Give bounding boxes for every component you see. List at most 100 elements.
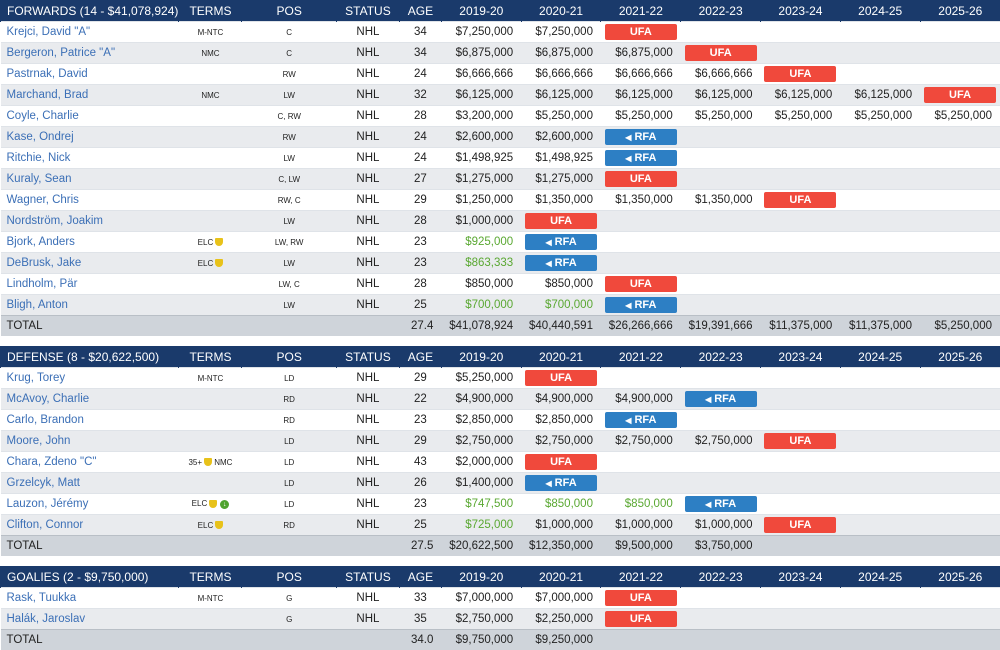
rfa-badge[interactable]: ◀RFA xyxy=(605,297,677,313)
total-salary xyxy=(840,630,920,650)
megaphone-icon: ◀ xyxy=(546,259,552,268)
col-header-year[interactable]: 2020-21 xyxy=(521,0,601,22)
player-name-link[interactable]: Bergeron, Patrice "A" xyxy=(1,43,179,64)
col-header-year[interactable]: 2024-25 xyxy=(840,346,920,368)
ufa-badge[interactable]: UFA xyxy=(605,611,677,627)
salary-cell xyxy=(840,473,920,494)
contract-year-cell: UFA xyxy=(521,452,601,473)
player-name-link[interactable]: Lauzon, Jérémy xyxy=(1,494,179,515)
rfa-badge[interactable]: ◀RFA xyxy=(605,412,677,428)
col-header-age[interactable]: AGE xyxy=(399,566,441,588)
contract-year-cell: ◀RFA xyxy=(601,410,681,431)
ufa-badge[interactable]: UFA xyxy=(605,276,677,292)
salary-cell: $1,000,000 xyxy=(601,515,681,536)
terms-label: 35+ xyxy=(188,458,202,467)
rfa-badge[interactable]: ◀RFA xyxy=(605,150,677,166)
ufa-badge[interactable]: UFA xyxy=(525,454,597,470)
rfa-badge[interactable]: ◀RFA xyxy=(685,391,757,407)
salary-cell xyxy=(920,253,1000,274)
player-name-link[interactable]: Moore, John xyxy=(1,431,179,452)
player-name-link[interactable]: Coyle, Charlie xyxy=(1,106,179,127)
col-header-terms[interactable]: TERMS xyxy=(179,0,242,22)
col-header-year[interactable]: 2022-23 xyxy=(681,566,761,588)
player-name-link[interactable]: DeBrusk, Jake xyxy=(1,253,179,274)
col-header-status[interactable]: STATUS xyxy=(336,346,399,368)
total-salary: $41,078,924 xyxy=(441,316,521,337)
player-name-link[interactable]: Kase, Ondrej xyxy=(1,127,179,148)
col-header-terms[interactable]: TERMS xyxy=(179,346,242,368)
player-name-link[interactable]: Kuraly, Sean xyxy=(1,169,179,190)
position-cell: LW xyxy=(242,148,336,169)
ufa-badge[interactable]: UFA xyxy=(525,213,597,229)
col-header-status[interactable]: STATUS xyxy=(336,566,399,588)
player-name-link[interactable]: Bjork, Anders xyxy=(1,232,179,253)
col-header-year[interactable]: 2020-21 xyxy=(521,346,601,368)
rfa-badge[interactable]: ◀RFA xyxy=(525,475,597,491)
contract-year-cell: UFA xyxy=(601,609,681,630)
col-header-year[interactable]: 2023-24 xyxy=(761,346,841,368)
col-header-age[interactable]: AGE xyxy=(399,346,441,368)
ufa-badge[interactable]: UFA xyxy=(924,87,996,103)
col-header-year[interactable]: 2024-25 xyxy=(840,0,920,22)
col-header-year[interactable]: 2019-20 xyxy=(441,0,521,22)
col-header-year[interactable]: 2022-23 xyxy=(681,0,761,22)
col-header-year[interactable]: 2025-26 xyxy=(920,0,1000,22)
position-cell: LW, RW xyxy=(242,232,336,253)
rfa-badge[interactable]: ◀RFA xyxy=(685,496,757,512)
col-header-year[interactable]: 2019-20 xyxy=(441,566,521,588)
ufa-badge[interactable]: UFA xyxy=(685,45,757,61)
col-header-year[interactable]: 2025-26 xyxy=(920,346,1000,368)
player-name-link[interactable]: Clifton, Connor xyxy=(1,515,179,536)
ufa-badge[interactable]: UFA xyxy=(605,171,677,187)
player-name-link[interactable]: Chara, Zdeno "C" xyxy=(1,452,179,473)
total-salary: $40,440,591 xyxy=(521,316,601,337)
col-header-terms[interactable]: TERMS xyxy=(179,566,242,588)
col-header-year[interactable]: 2023-24 xyxy=(761,566,841,588)
player-name-link[interactable]: Ritchie, Nick xyxy=(1,148,179,169)
megaphone-icon: ◀ xyxy=(625,154,631,163)
player-name-link[interactable]: Halák, Jaroslav xyxy=(1,609,179,630)
ufa-badge[interactable]: UFA xyxy=(764,433,836,449)
salary-cell xyxy=(761,410,841,431)
col-header-year[interactable]: 2021-22 xyxy=(601,0,681,22)
rfa-badge[interactable]: ◀RFA xyxy=(525,234,597,250)
ufa-badge[interactable]: UFA xyxy=(764,517,836,533)
col-header-year[interactable]: 2021-22 xyxy=(601,346,681,368)
age-cell: 34 xyxy=(399,22,441,43)
player-name-link[interactable]: Wagner, Chris xyxy=(1,190,179,211)
player-name-link[interactable]: Bligh, Anton xyxy=(1,295,179,316)
player-name-link[interactable]: Nordström, Joakim xyxy=(1,211,179,232)
col-header-pos[interactable]: POS xyxy=(242,566,336,588)
player-name-link[interactable]: Grzelcyk, Matt xyxy=(1,473,179,494)
salary-cell xyxy=(840,211,920,232)
col-header-year[interactable]: 2023-24 xyxy=(761,0,841,22)
player-name-link[interactable]: Krejci, David "A" xyxy=(1,22,179,43)
rfa-badge[interactable]: ◀RFA xyxy=(605,129,677,145)
col-header-year[interactable]: 2019-20 xyxy=(441,346,521,368)
col-header-year[interactable]: 2022-23 xyxy=(681,346,761,368)
col-header-status[interactable]: STATUS xyxy=(336,0,399,22)
ufa-badge[interactable]: UFA xyxy=(764,66,836,82)
player-name-link[interactable]: Marchand, Brad xyxy=(1,85,179,106)
col-header-pos[interactable]: POS xyxy=(242,0,336,22)
salary-cell xyxy=(920,389,1000,410)
player-name-link[interactable]: Carlo, Brandon xyxy=(1,410,179,431)
col-header-year[interactable]: 2021-22 xyxy=(601,566,681,588)
ufa-badge[interactable]: UFA xyxy=(525,370,597,386)
terms-label: ELC xyxy=(198,238,214,247)
player-name-link[interactable]: Lindholm, Pär xyxy=(1,274,179,295)
ufa-badge[interactable]: UFA xyxy=(764,192,836,208)
player-name-link[interactable]: Pastrnak, David xyxy=(1,64,179,85)
col-header-pos[interactable]: POS xyxy=(242,346,336,368)
col-header-year[interactable]: 2025-26 xyxy=(920,566,1000,588)
ufa-badge[interactable]: UFA xyxy=(605,590,677,606)
player-name-link[interactable]: McAvoy, Charlie xyxy=(1,389,179,410)
player-name-link[interactable]: Krug, Torey xyxy=(1,368,179,389)
ufa-badge[interactable]: UFA xyxy=(605,24,677,40)
col-header-year[interactable]: 2024-25 xyxy=(840,566,920,588)
player-name-link[interactable]: Rask, Tuukka xyxy=(1,588,179,609)
rfa-badge[interactable]: ◀RFA xyxy=(525,255,597,271)
col-header-age[interactable]: AGE xyxy=(399,0,441,22)
col-header-year[interactable]: 2020-21 xyxy=(521,566,601,588)
